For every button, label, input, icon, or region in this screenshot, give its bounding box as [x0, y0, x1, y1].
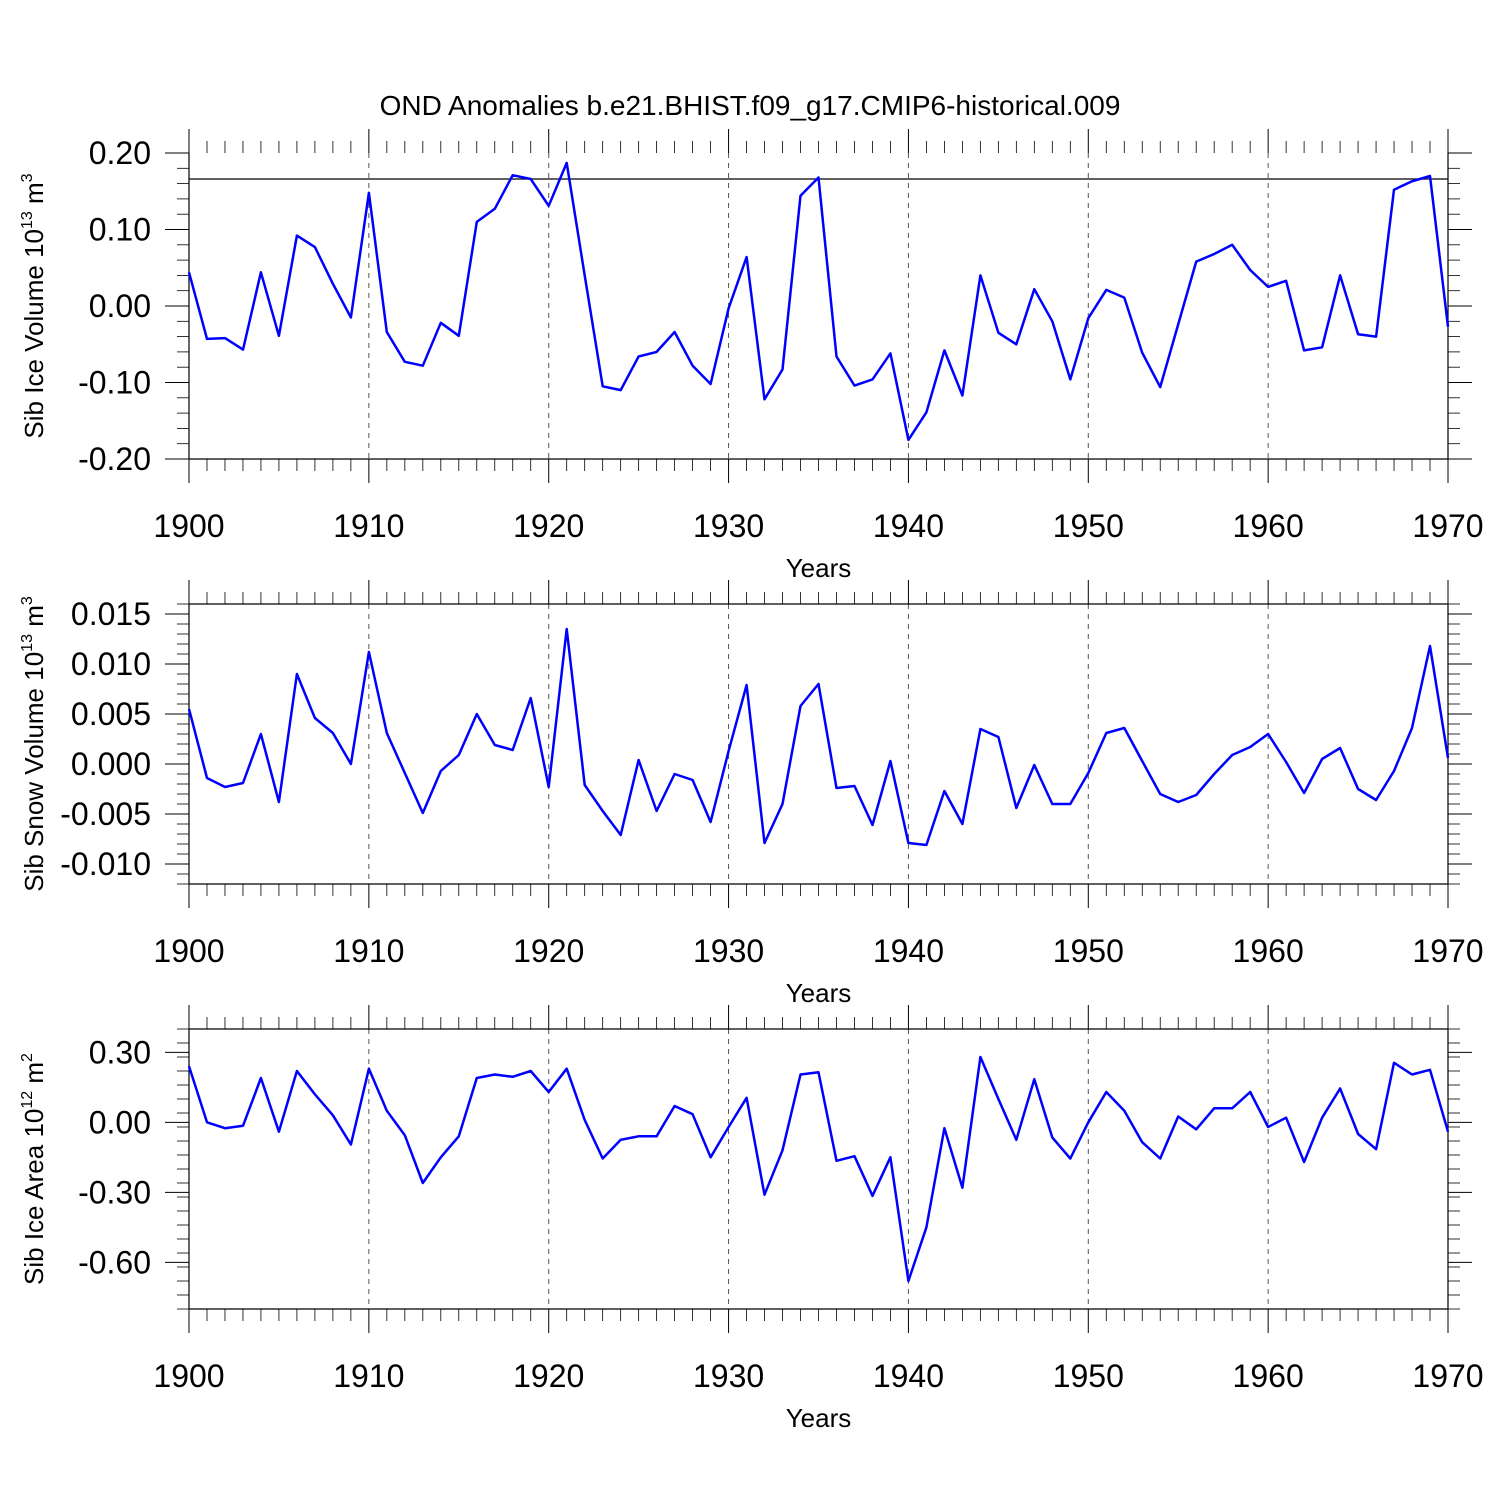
y-tick-label: -0.010 — [60, 846, 151, 882]
y-tick-label: -0.10 — [78, 365, 151, 401]
x-tick-label: 1960 — [1233, 933, 1304, 969]
x-tick-label: 1930 — [693, 508, 764, 544]
y-axis-title-unit-exponent: 3 — [19, 596, 36, 605]
x-axis-title: Years — [786, 978, 852, 1008]
x-tick-label: 1910 — [333, 508, 404, 544]
x-tick-label: 1940 — [873, 933, 944, 969]
x-tick-label: 1900 — [153, 933, 224, 969]
x-tick-label: 1950 — [1053, 1358, 1124, 1394]
y-axis-title-exponent: 13 — [19, 634, 36, 652]
y-tick-label: 0.010 — [71, 646, 151, 682]
x-tick-label: 1930 — [693, 1358, 764, 1394]
y-axis-title-unit-exponent: 2 — [19, 1053, 36, 1062]
x-tick-label: 1900 — [153, 1358, 224, 1394]
y-tick-label: -0.60 — [78, 1244, 151, 1280]
y-axis-title-unit: m — [19, 605, 49, 634]
y-axis-title: Sib Ice Area 1012 m2 — [19, 1053, 49, 1285]
x-tick-label: 1970 — [1412, 933, 1483, 969]
x-tick-label: 1900 — [153, 508, 224, 544]
y-tick-label: 0.10 — [89, 212, 151, 248]
x-tick-label: 1920 — [513, 508, 584, 544]
x-tick-label: 1950 — [1053, 933, 1124, 969]
x-tick-label: 1970 — [1412, 508, 1483, 544]
x-tick-label: 1920 — [513, 933, 584, 969]
y-axis-title-unit: m — [19, 1062, 49, 1091]
x-axis-title: Years — [786, 1403, 852, 1433]
y-axis-title: Sib Snow Volume 1013 m3 — [19, 596, 49, 892]
x-tick-label: 1920 — [513, 1358, 584, 1394]
y-tick-label: 0.30 — [89, 1034, 151, 1070]
x-tick-label: 1930 — [693, 933, 764, 969]
y-axis-title-exponent: 13 — [19, 211, 36, 229]
y-tick-label: -0.005 — [60, 796, 151, 832]
panel-ice-volume: 1900 1910 1920 1930 1940 1950 1960 1970 Years -0.… — [19, 129, 1484, 583]
y-tick-label: 0.00 — [89, 1104, 151, 1140]
x-tick-label: 1960 — [1233, 1358, 1304, 1394]
y-tick-label: 0.000 — [71, 746, 151, 782]
series-line-ice-volume — [187, 161, 1450, 442]
x-tick-label: 1910 — [333, 1358, 404, 1394]
y-tick-label: 0.20 — [89, 135, 151, 171]
x-tick-label: 1950 — [1053, 508, 1124, 544]
figure-title: OND Anomalies b.e21.BHIST.f09_g17.CMIP6-… — [380, 90, 1121, 121]
series-line-ice-area — [187, 1055, 1450, 1283]
y-axis-title-text: Sib Ice Volume 10 — [19, 229, 49, 439]
x-axis-title: Years — [786, 553, 852, 583]
panel-ice-area: 1900 1910 1920 1930 1940 1950 1960 1970 Years -0.… — [19, 1005, 1484, 1433]
y-axis-title: Sib Ice Volume 1013 m3 — [19, 173, 49, 438]
y-axis-title-text: Sib Ice Area 10 — [19, 1109, 49, 1285]
x-tick-label: 1940 — [873, 1358, 944, 1394]
y-axis-title-unit-exponent: 3 — [19, 173, 36, 182]
y-tick-label: 0.015 — [71, 596, 151, 632]
series-line-snow-volume — [187, 627, 1450, 847]
panel-snow-volume: 1900 1910 1920 1930 1940 1950 1960 1970 Years -0.… — [19, 580, 1484, 1008]
y-tick-label: -0.30 — [78, 1174, 151, 1210]
x-tick-label: 1910 — [333, 933, 404, 969]
y-tick-label: 0.00 — [89, 288, 151, 324]
y-tick-label: 0.005 — [71, 696, 151, 732]
x-tick-label: 1970 — [1412, 1358, 1483, 1394]
panels: 1900 1910 1920 1930 1940 1950 1960 1970 Years -0.… — [19, 129, 1484, 1433]
x-tick-label: 1960 — [1233, 508, 1304, 544]
y-axis-title-unit: m — [19, 182, 49, 211]
x-tick-label: 1940 — [873, 508, 944, 544]
y-axis-title-text: Sib Snow Volume 10 — [19, 652, 49, 892]
y-tick-label: -0.20 — [78, 441, 151, 477]
y-axis-title-exponent: 12 — [19, 1091, 36, 1109]
